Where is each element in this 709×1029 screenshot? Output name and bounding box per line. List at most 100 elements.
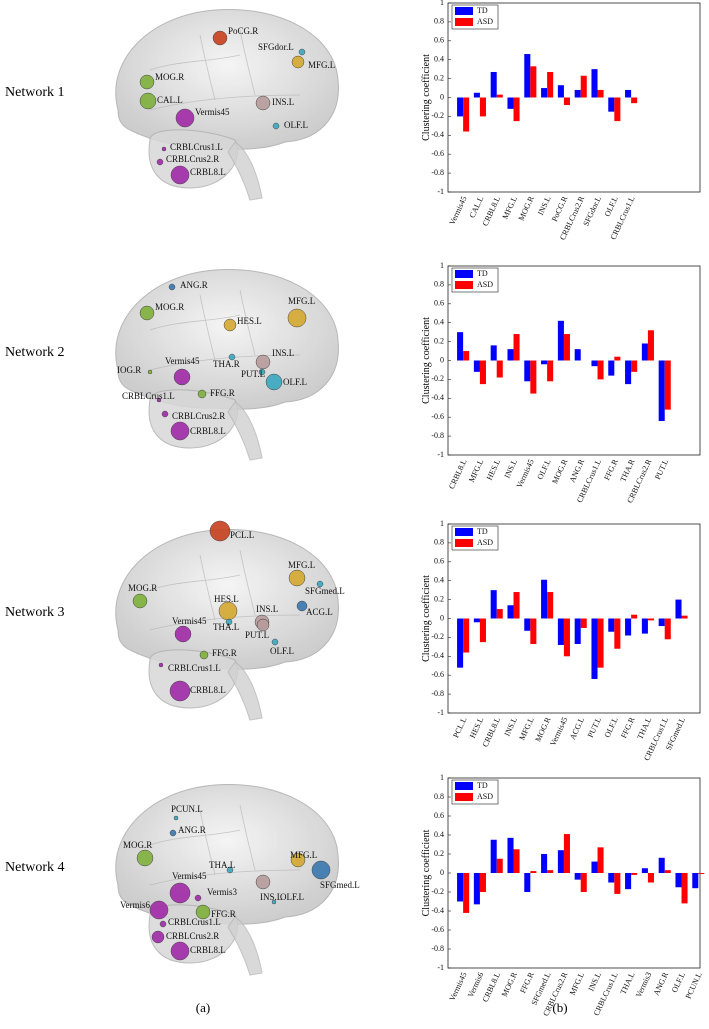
y-axis-label: Clustering coefficient bbox=[421, 317, 432, 404]
y-tick-label: 0.8 bbox=[434, 17, 444, 26]
node-label: CRBL8.L bbox=[190, 167, 226, 177]
y-tick-label: -0.6 bbox=[431, 412, 444, 421]
node-label: ACG.L bbox=[306, 607, 333, 617]
brain-node bbox=[199, 650, 209, 660]
x-tick-label: THA.L bbox=[635, 716, 653, 741]
bar bbox=[547, 360, 554, 382]
node-label: MFG.L bbox=[308, 60, 335, 70]
brain-node bbox=[287, 308, 307, 328]
y-axis-label: Clustering coefficient bbox=[421, 575, 432, 662]
x-tick-label: INS.L bbox=[502, 716, 519, 738]
bar bbox=[547, 870, 554, 873]
brain-node bbox=[316, 580, 324, 588]
bar bbox=[490, 839, 497, 873]
y-tick-label: 0 bbox=[440, 92, 444, 101]
brain-cortex bbox=[115, 268, 339, 410]
bar bbox=[664, 870, 671, 873]
brain-node bbox=[228, 353, 236, 361]
y-tick-label: -0.2 bbox=[431, 887, 444, 896]
brain-node bbox=[258, 368, 266, 376]
bar bbox=[457, 873, 464, 902]
y-tick-label: -0.4 bbox=[431, 906, 444, 915]
legend-swatch bbox=[455, 528, 473, 536]
bar bbox=[513, 592, 520, 619]
y-tick-label: 0 bbox=[440, 868, 444, 877]
bar bbox=[479, 618, 486, 643]
node-label: OLF.L bbox=[270, 646, 294, 656]
brain-node bbox=[156, 397, 162, 403]
x-tick-label: MOG.R bbox=[500, 970, 519, 998]
node-label: OLF.L bbox=[280, 892, 304, 902]
brain-node bbox=[173, 368, 191, 386]
bar bbox=[507, 605, 514, 619]
legend-swatch bbox=[455, 793, 473, 801]
bar bbox=[473, 618, 480, 623]
bar bbox=[496, 858, 503, 873]
brain-node bbox=[168, 283, 176, 291]
bar bbox=[597, 360, 604, 380]
y-tick-label: -1 bbox=[437, 708, 444, 717]
bar bbox=[463, 873, 470, 913]
node-label: CRBL8.L bbox=[190, 945, 226, 955]
bar bbox=[647, 618, 654, 621]
brain-node bbox=[265, 373, 283, 391]
bar bbox=[580, 873, 587, 892]
x-tick-label: ANG.R bbox=[652, 970, 671, 997]
node-label: Vermis3 bbox=[207, 887, 237, 897]
brain-node bbox=[298, 48, 306, 56]
bar bbox=[524, 360, 531, 382]
bar bbox=[608, 618, 615, 632]
y-tick-label: -1 bbox=[437, 963, 444, 972]
bar bbox=[641, 868, 648, 873]
network-label: Network 3 bbox=[5, 605, 65, 620]
bar bbox=[608, 97, 615, 112]
brain-node bbox=[223, 318, 237, 332]
bar bbox=[614, 873, 621, 894]
bar bbox=[591, 360, 598, 367]
bar bbox=[625, 360, 632, 385]
bar bbox=[574, 89, 581, 98]
y-tick-label: 0.2 bbox=[434, 336, 444, 345]
brain-node bbox=[255, 95, 271, 111]
node-label: INS.L bbox=[256, 604, 278, 614]
bar bbox=[631, 614, 638, 619]
bar bbox=[631, 873, 638, 875]
y-tick-label: -1 bbox=[437, 187, 444, 196]
brain-node bbox=[226, 866, 234, 874]
brain-node bbox=[296, 600, 308, 612]
bar bbox=[675, 599, 682, 619]
bar bbox=[473, 873, 480, 905]
node-label: PCUN.L bbox=[171, 804, 203, 814]
node-label: Vermis45 bbox=[172, 871, 207, 881]
bar bbox=[513, 849, 520, 873]
brain-node bbox=[158, 662, 164, 668]
node-label: CRBL8.L bbox=[190, 426, 226, 436]
node-label: THA.R bbox=[213, 359, 240, 369]
legend-label: TD bbox=[477, 269, 488, 278]
y-tick-label: 0.6 bbox=[434, 811, 444, 820]
brain-node bbox=[136, 849, 154, 867]
x-tick-label: Vermis3 bbox=[634, 971, 653, 999]
bar bbox=[681, 873, 688, 904]
brain-cerebellum bbox=[148, 649, 239, 709]
bar bbox=[530, 618, 537, 645]
node-label: CRBLCrus2.R bbox=[166, 931, 219, 941]
y-tick-label: 1 bbox=[440, 0, 444, 7]
x-tick-label: OLF.L bbox=[603, 716, 620, 739]
node-label: SFGmed.L bbox=[305, 586, 345, 596]
bar bbox=[625, 618, 632, 636]
bar bbox=[530, 871, 537, 873]
brain-node bbox=[161, 146, 167, 152]
brain-node bbox=[139, 305, 155, 321]
brain-cortex bbox=[115, 528, 339, 670]
y-tick-label: 0 bbox=[440, 613, 444, 622]
x-tick-label: THA.L bbox=[619, 971, 637, 996]
node-label: OLF.L bbox=[284, 120, 308, 130]
bar bbox=[608, 360, 615, 376]
brain: Network 2 ANG.R MFG.L MOG.R HES.L THA.R INS.L P… bbox=[5, 268, 339, 461]
node-label: CRBLCrus2.R bbox=[166, 154, 219, 164]
node-label: ANG.R bbox=[178, 825, 206, 835]
bar bbox=[541, 579, 548, 619]
bar bbox=[513, 334, 520, 361]
brain-node bbox=[169, 882, 191, 904]
